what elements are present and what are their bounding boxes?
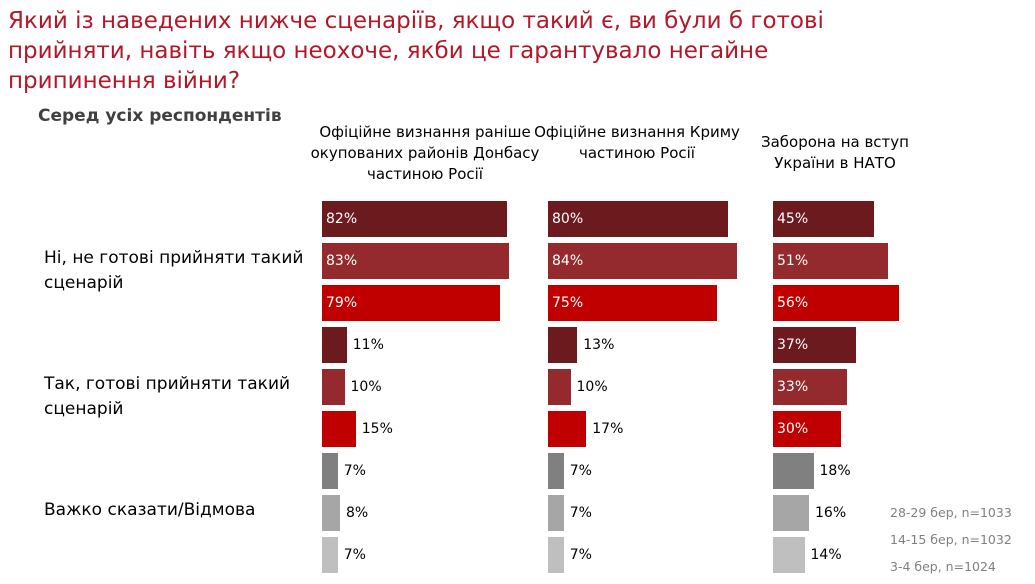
- bar-hard-panel2-wave2: [548, 495, 564, 531]
- category-label-no: Ні, не готові прийняти такий сценарій: [44, 248, 304, 293]
- bar-no-panel3-wave3: [773, 285, 899, 321]
- bar-no-panel3-wave2: [773, 243, 888, 279]
- data-label: 10%: [350, 379, 382, 395]
- panel-header-nato: Заборона на вступ України в НАТО: [761, 133, 909, 172]
- data-label: 17%: [592, 421, 624, 437]
- data-label: 84%: [552, 253, 584, 269]
- data-label: 33%: [777, 379, 809, 395]
- category-label-hard: Важко сказати/Відмова: [44, 500, 256, 520]
- bar-yes-panel3-wave2: [773, 369, 848, 405]
- bar-hard-panel3-wave2: [773, 495, 809, 531]
- data-label: 83%: [326, 253, 358, 269]
- bar-hard-panel3-wave3: [773, 537, 805, 573]
- bar-yes-panel2-wave2: [548, 369, 571, 405]
- bar-no-panel1-wave3: [322, 285, 500, 321]
- data-label: 14%: [810, 547, 842, 563]
- bar-no-panel2-wave1: [548, 201, 728, 237]
- bar-no-panel3-wave1: [773, 201, 875, 237]
- data-label: 8%: [346, 505, 369, 521]
- bar-yes-panel1-wave2: [322, 369, 345, 405]
- data-label: 7%: [569, 547, 592, 563]
- data-label: 51%: [777, 253, 809, 269]
- data-label: 15%: [361, 421, 393, 437]
- bar-yes-panel3-wave3: [773, 411, 841, 447]
- bar-no-panel2-wave3: [548, 285, 717, 321]
- bar-hard-panel2-wave1: [548, 453, 564, 489]
- legend-item-wave1: 28-29 бер, n=1033: [890, 505, 1012, 520]
- legend-item-wave3: 3-4 бер, n=1024: [890, 559, 996, 574]
- bar-no-panel1-wave1: [322, 201, 507, 237]
- data-label: 30%: [777, 421, 809, 437]
- bar-hard-panel2-wave3: [548, 537, 564, 573]
- data-label: 7%: [343, 547, 366, 563]
- chart-title: Який із наведених нижче сценаріїв, якщо …: [8, 8, 824, 94]
- data-label: 10%: [576, 379, 608, 395]
- panel-header-crimea: Офіційне визнання Криму частиною Росії: [534, 123, 740, 162]
- data-label: 7%: [569, 505, 592, 521]
- data-label: 82%: [326, 211, 358, 227]
- bar-hard-panel3-wave1: [773, 453, 814, 489]
- data-label: 80%: [552, 211, 584, 227]
- panel-header-donbas: Офіційне визнання раніше окупованих райо…: [310, 123, 540, 183]
- data-label: 11%: [352, 337, 384, 353]
- bar-yes-panel3-wave1: [773, 327, 857, 363]
- bar-yes-panel2-wave3: [548, 411, 587, 447]
- bar-hard-panel1-wave3: [322, 537, 338, 573]
- data-label: 79%: [326, 295, 358, 311]
- chart-subtitle: Серед усіх респондентів: [38, 106, 282, 126]
- data-label: 45%: [777, 211, 809, 227]
- category-label-yes: Так, готові прийняти такий сценарій: [44, 374, 291, 419]
- data-label: 18%: [819, 463, 851, 479]
- data-label: 37%: [777, 337, 809, 353]
- bar-yes-panel2-wave1: [548, 327, 578, 363]
- legend-item-wave2: 14-15 бер, n=1032: [890, 532, 1012, 547]
- bar-no-panel2-wave2: [548, 243, 737, 279]
- bar-hard-panel1-wave1: [322, 453, 338, 489]
- bar-no-panel1-wave2: [322, 243, 509, 279]
- data-label: 13%: [583, 337, 615, 353]
- data-label: 16%: [815, 505, 847, 521]
- data-label: 7%: [343, 463, 366, 479]
- data-label: 75%: [552, 295, 584, 311]
- data-label: 7%: [569, 463, 592, 479]
- bar-hard-panel1-wave2: [322, 495, 340, 531]
- bar-yes-panel1-wave1: [322, 327, 347, 363]
- data-label: 56%: [777, 295, 809, 311]
- bar-yes-panel1-wave3: [322, 411, 356, 447]
